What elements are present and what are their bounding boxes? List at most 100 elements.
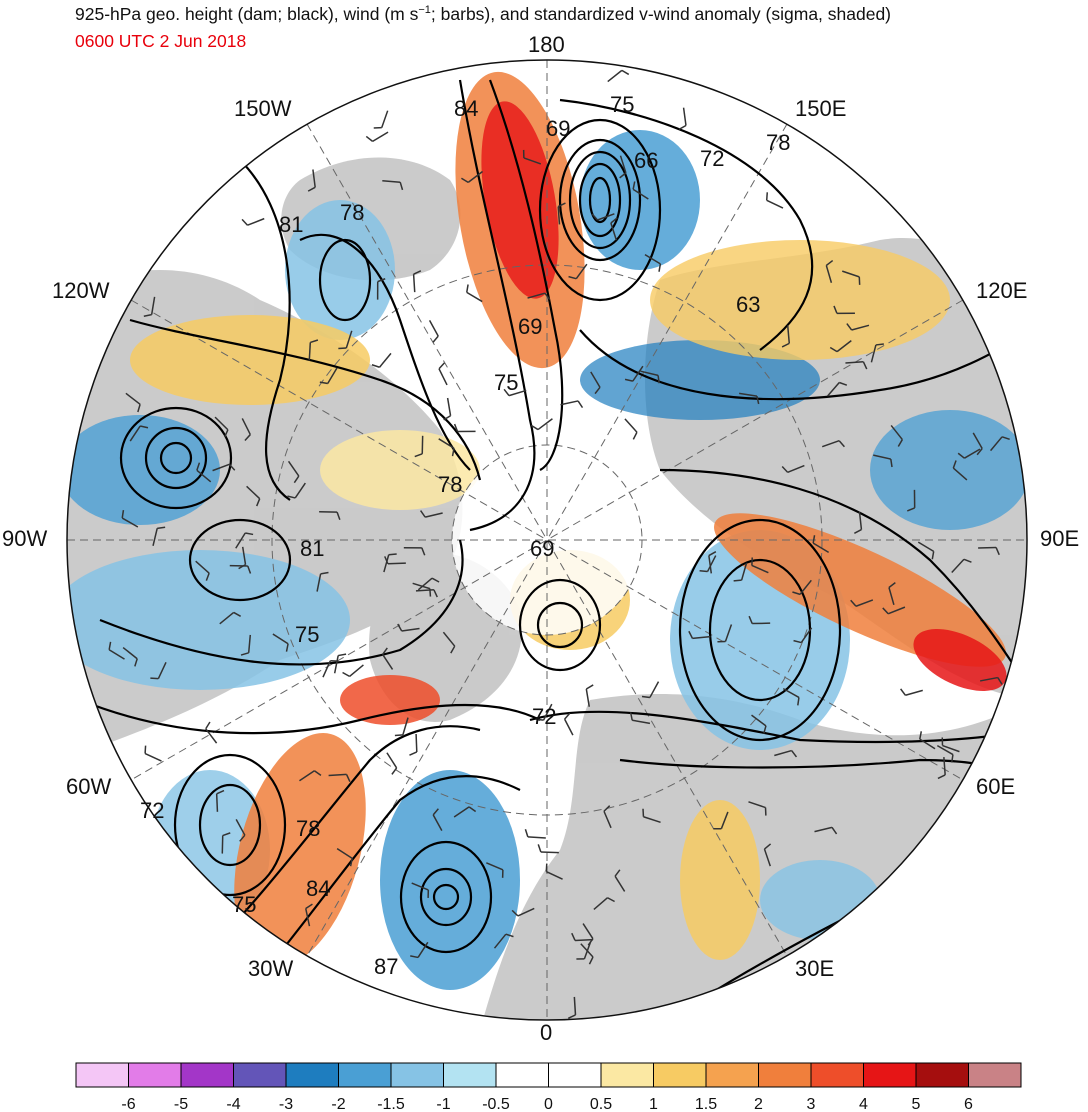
wind-barb-flag	[244, 434, 251, 441]
wind-barb	[125, 392, 141, 405]
wind-barb-flag	[413, 270, 422, 275]
wind-barb	[122, 646, 138, 660]
wind-barb	[152, 528, 158, 547]
height-contour	[578, 162, 622, 238]
wind-barb	[411, 882, 429, 891]
wind-barb-flag	[862, 361, 868, 370]
colorbar-tick-label: 1.5	[695, 1096, 717, 1112]
wind-barb	[821, 440, 840, 448]
colorbar-swatch	[863, 1062, 917, 1088]
wind-barb	[129, 425, 141, 442]
wind-barb-flag	[382, 647, 388, 655]
wind-barb-flag	[825, 259, 834, 267]
wind-barb	[575, 938, 594, 942]
colorbar-tick-label: -0.5	[482, 1096, 510, 1112]
contour-label: 69	[530, 536, 554, 561]
wind-barb-flag	[875, 343, 884, 346]
height-contour	[173, 753, 287, 897]
wind-barb	[873, 454, 891, 460]
lon-label-120e: 120E	[976, 278, 1027, 303]
colorbar-swatch	[443, 1062, 497, 1088]
contour-label: 75	[232, 892, 256, 917]
wind-barb-flag	[557, 202, 566, 208]
anomaly-pos-region	[320, 430, 480, 510]
wind-barb	[632, 188, 649, 200]
wind-barb	[493, 933, 507, 949]
wind-barb-flag	[239, 834, 246, 842]
wind-barb	[890, 424, 903, 441]
wind-barb	[412, 274, 416, 293]
wind-barb	[415, 589, 434, 592]
wind-barb-flag	[414, 453, 423, 458]
wind-barb-flag	[222, 832, 231, 837]
contour-label: 72	[532, 704, 556, 729]
wind-barb-flag	[338, 653, 347, 657]
wind-barb-flag	[951, 754, 954, 763]
colorbar-swatch	[653, 1062, 707, 1088]
wind-barb-flag	[377, 278, 386, 283]
contour-label: 72	[700, 146, 724, 171]
wind-barb	[936, 744, 954, 756]
anomaly-pos-region	[650, 240, 950, 360]
wind-barb-flag	[846, 323, 853, 331]
wind-barb	[858, 511, 863, 530]
colorbar-swatch	[338, 1062, 392, 1088]
wind-barb-flag	[468, 806, 477, 813]
anomaly-neg-region	[67, 415, 220, 525]
wind-barb-flag	[699, 569, 708, 573]
contour-label: 72	[140, 798, 164, 823]
wind-barb-flag	[632, 431, 638, 440]
wind-barb-flag	[205, 721, 211, 730]
wind-barb	[381, 110, 389, 128]
wind-barb-flag	[756, 395, 760, 405]
wind-barb	[836, 340, 852, 353]
wind-barb	[424, 512, 443, 518]
wind-barb	[467, 170, 483, 183]
wind-barb	[692, 635, 711, 640]
wind-barb-flag	[833, 305, 838, 314]
wind-barb-flag	[503, 388, 510, 397]
colorbar-tick-label: -6	[121, 1096, 135, 1112]
wind-barb-flag	[320, 571, 329, 575]
wind-barb-flag	[228, 463, 236, 471]
wind-barb	[583, 941, 592, 960]
longitude-labels: 180 150W 150E 120W 120E 90W 90E 60W 60E …	[2, 32, 1079, 1045]
wind-barb	[150, 296, 156, 315]
wind-barb-flag	[906, 507, 915, 512]
wind-barb	[542, 703, 553, 721]
wind-barb-flag	[763, 843, 772, 850]
wind-barb-flag	[365, 135, 374, 142]
wind-barb-flag	[829, 346, 838, 353]
wind-barb	[919, 738, 936, 750]
wind-barb	[287, 460, 300, 477]
contour-label: 78	[766, 130, 790, 155]
wind-barb-flag	[900, 688, 907, 696]
wind-barb	[299, 770, 315, 782]
wind-barb	[328, 773, 347, 777]
map-boundary	[66, 59, 1028, 1021]
wind-barb-flag	[791, 750, 798, 758]
wind-barb-flag	[594, 386, 601, 395]
wind-barb-flag	[963, 558, 972, 563]
wind-barb-flag	[545, 863, 548, 872]
contour-label: 75	[494, 370, 518, 395]
wind-barb	[624, 418, 638, 433]
wind-barb-flag	[607, 897, 615, 903]
wind-barb-flag	[108, 641, 112, 650]
wind-barb-flag	[216, 789, 225, 795]
wind-barb	[402, 717, 409, 736]
contour-label: 69	[518, 314, 542, 339]
colorbar-swatch	[128, 1062, 182, 1088]
wind-barb	[814, 826, 833, 833]
wind-barb	[241, 546, 247, 565]
lon-label-150w: 150W	[234, 96, 292, 121]
wind-barb-flag	[567, 1014, 576, 1019]
wind-barb	[349, 664, 364, 677]
wind-barb	[438, 438, 455, 449]
anomaly-pos-region	[714, 513, 1006, 667]
lon-label-60w: 60W	[66, 774, 111, 799]
colorbar-swatch	[915, 1062, 969, 1088]
contour-label: 78	[438, 472, 462, 497]
height-contour	[129, 318, 482, 481]
